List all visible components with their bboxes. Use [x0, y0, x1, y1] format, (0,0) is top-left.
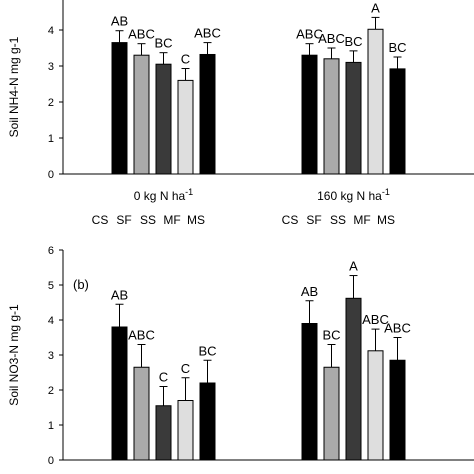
significance-letter: C [159, 370, 168, 385]
y-tick-label: 2 [48, 97, 54, 109]
significance-letter: AB [301, 284, 318, 299]
significance-letter: BC [388, 40, 406, 55]
significance-letter: ABC [128, 328, 155, 343]
significance-letter: AB [111, 287, 128, 302]
group-label-text: 160 kg N ha [317, 189, 382, 203]
y-tick-label: 4 [48, 25, 54, 37]
group-label-superscript: -1 [185, 187, 193, 197]
bar-mf [177, 400, 194, 461]
bar-ms [199, 382, 216, 461]
significance-letter: ABC [318, 31, 345, 46]
bar-sf [323, 58, 340, 175]
bar-ss [155, 405, 172, 461]
bar-sf [133, 366, 150, 461]
bar-sf [323, 366, 340, 461]
significance-letter: BC [322, 328, 340, 343]
treatment-label-ss: SS [330, 213, 346, 227]
y-axis-label: Soil NH4-N mg g-1 [7, 36, 21, 137]
significance-letter: BC [344, 34, 362, 49]
significance-letter: ABC [128, 27, 155, 42]
bar-mf [367, 350, 384, 461]
bar-ss [345, 61, 362, 175]
bar-cs [111, 42, 128, 175]
y-tick-label: 4 [48, 315, 54, 327]
treatment-label-sf: SF [306, 213, 321, 227]
y-tick-label: 0 [48, 169, 54, 181]
treatment-label-mf: MF [353, 213, 370, 227]
significance-letter: AB [111, 14, 128, 29]
chart-panel-2: 0 1 2 3 4 5 6 Soil NO3-N mg g-1 (b) AB ABC CC BC AB BC… [7, 245, 474, 467]
bar-mf [367, 28, 384, 175]
significance-letter: A [349, 259, 358, 274]
treatment-label-ms: MS [187, 213, 205, 227]
significance-letter: ABC [296, 27, 323, 42]
bar-ss [345, 297, 362, 461]
y-tick-label: 2 [48, 385, 54, 397]
treatment-label-cs: CS [282, 213, 299, 227]
significance-letter: C [181, 361, 190, 376]
treatment-label-mf: MF [163, 213, 180, 227]
treatment-label-cs: CS [92, 213, 109, 227]
group-label: 160 kg N ha-1 [317, 187, 390, 203]
group-label: 0 kg N ha-1 [134, 187, 193, 203]
significance-letter: ABC [362, 312, 389, 327]
bar-ms [389, 68, 406, 175]
significance-letter: ABC [194, 26, 221, 41]
treatment-label-sf: SF [116, 213, 131, 227]
bar-ss [155, 63, 172, 175]
significance-letter: BC [154, 36, 172, 51]
y-tick-label: 0 [48, 455, 54, 467]
panel-label: (b) [73, 277, 89, 292]
y-tick-label: 1 [48, 420, 54, 432]
significance-letter: ABC [384, 321, 411, 336]
bar-cs [301, 323, 318, 461]
group-label-text: 0 kg N ha [134, 189, 186, 203]
bar-ms [389, 359, 406, 461]
significance-letter: A [371, 0, 380, 15]
group-label-superscript: -1 [382, 187, 390, 197]
y-axis-label: Soil NO3-N mg g-1 [7, 304, 21, 406]
significance-letter: C [181, 52, 190, 67]
y-tick-label: 1 [48, 133, 54, 145]
bar-sf [133, 54, 150, 175]
bar-cs [301, 54, 318, 175]
bar-mf [177, 79, 194, 175]
significance-letter: BC [198, 343, 216, 358]
y-tick-label: 3 [48, 350, 54, 362]
y-tick-label: 5 [48, 0, 54, 1]
treatment-label-ss: SS [140, 213, 156, 227]
treatment-label-ms: MS [377, 213, 395, 227]
y-tick-label: 5 [48, 280, 54, 292]
y-tick-label: 3 [48, 61, 54, 73]
bar-cs [111, 326, 128, 461]
y-tick-label: 6 [48, 245, 54, 257]
bar-ms [199, 53, 216, 175]
